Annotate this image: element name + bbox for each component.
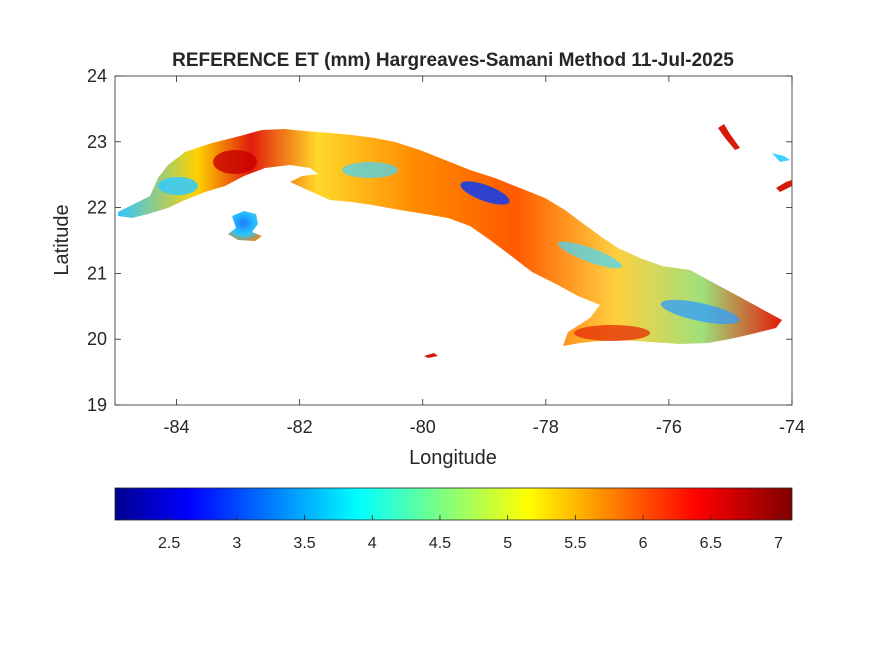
land-surface: [118, 124, 792, 358]
y-axis-ticks: 19 20 21 22 23 24: [87, 66, 792, 415]
colorbar-tick-label: 4: [368, 535, 377, 552]
y-tick-label: 23: [87, 132, 107, 152]
colorbar-tick-label: 6: [639, 535, 648, 552]
x-tick-label: -84: [164, 417, 190, 437]
x-axis-label: Longitude: [409, 447, 497, 469]
colorbar-tick-label: 5.5: [564, 535, 586, 552]
y-tick-label: 19: [87, 395, 107, 415]
x-axis-ticks: -84 -82 -80 -78 -76 -74: [164, 76, 805, 437]
keys-south-small: [424, 353, 438, 358]
warm-edge-southeast: [574, 325, 650, 341]
colorbar-tick-label: 6.5: [700, 535, 722, 552]
colorbar-tick-label: 2.5: [158, 535, 180, 552]
cuba-main-island: [118, 129, 782, 346]
x-tick-label: -82: [287, 417, 313, 437]
x-tick-label: -78: [533, 417, 559, 437]
warm-edge-west: [213, 150, 257, 174]
x-tick-label: -74: [779, 417, 805, 437]
y-axis-label: Latitude: [51, 204, 73, 275]
isla-juventud: [228, 211, 262, 241]
keys-northeast-2: [772, 153, 790, 162]
y-tick-label: 22: [87, 198, 107, 218]
colorbar: [114, 487, 793, 521]
colorbar-ticks: 2.5 3 3.5 4 4.5 5 5.5 6 6.5 7: [158, 515, 783, 552]
y-tick-label: 20: [87, 329, 107, 349]
colorbar-tick-label: 4.5: [429, 535, 451, 552]
map-axes: [114, 75, 793, 406]
cool-zone-east: [557, 241, 623, 269]
colorbar-tick-label: 3: [232, 535, 241, 552]
x-tick-label: -80: [410, 417, 436, 437]
x-tick-label: -76: [656, 417, 682, 437]
keys-east-3: [776, 180, 792, 192]
map-title: REFERENCE ET (mm) Hargreaves-Samani Meth…: [172, 50, 734, 71]
y-tick-label: 24: [87, 66, 107, 86]
keys-northeast-1: [718, 124, 740, 150]
colorbar-tick-label: 7: [774, 535, 783, 552]
colorbar-tick-label: 3.5: [293, 535, 315, 552]
colorbar-tick-label: 5: [503, 535, 512, 552]
y-tick-label: 21: [87, 263, 107, 283]
cool-zone-central: [342, 162, 398, 178]
cool-zone-southeast: [660, 299, 740, 325]
cool-zone-center-peak: [460, 181, 510, 205]
cool-zone-west: [158, 177, 198, 195]
